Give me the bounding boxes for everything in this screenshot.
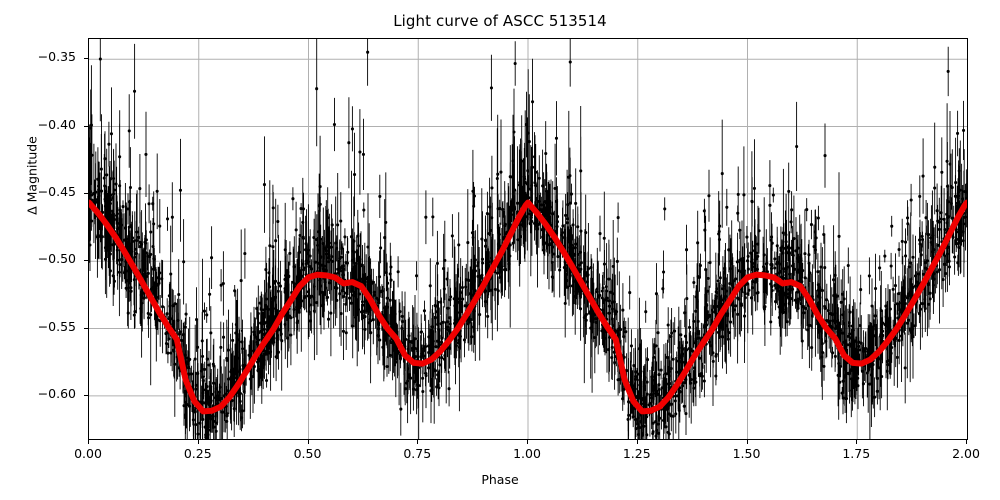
x-tick-label: 0.00 bbox=[74, 446, 102, 461]
x-tick-mark bbox=[746, 440, 748, 444]
x-tick-mark bbox=[856, 440, 858, 444]
x-tick-mark bbox=[636, 440, 638, 444]
y-tick-mark bbox=[84, 260, 88, 262]
y-tick-mark bbox=[84, 58, 88, 60]
y-tick-label: −0.45 bbox=[37, 183, 76, 199]
x-tick-label: 0.25 bbox=[183, 446, 212, 461]
x-tick-label: 1.00 bbox=[513, 446, 541, 461]
x-tick-mark bbox=[88, 440, 89, 444]
x-tick-label: 0.75 bbox=[403, 446, 432, 461]
y-tick-mark bbox=[84, 394, 88, 396]
x-tick-label: 0.50 bbox=[293, 446, 322, 461]
y-tick-label: −0.50 bbox=[37, 251, 76, 267]
y-tick-mark bbox=[84, 327, 88, 329]
smoothed-curve-layer bbox=[89, 199, 967, 415]
x-tick-label: 1.50 bbox=[732, 446, 761, 461]
x-tick-mark bbox=[527, 440, 528, 444]
x-tick-mark bbox=[307, 440, 309, 444]
x-tick-mark bbox=[197, 440, 199, 444]
smoothed-light-curve-line bbox=[89, 199, 967, 415]
y-tick-mark bbox=[84, 125, 88, 127]
x-axis-label: Phase bbox=[481, 472, 519, 487]
page-title: Light curve of ASCC 513514 bbox=[393, 12, 607, 30]
plot-area bbox=[88, 38, 968, 440]
y-tick-label: −0.35 bbox=[37, 49, 76, 65]
plot-canvas bbox=[89, 39, 967, 439]
y-tick-mark bbox=[84, 192, 88, 194]
y-tick-label: −0.60 bbox=[37, 385, 76, 401]
x-tick-label: 2.00 bbox=[952, 446, 980, 461]
x-tick-label: 1.25 bbox=[622, 446, 651, 461]
y-tick-label: −0.40 bbox=[37, 116, 76, 132]
y-tick-label: −0.55 bbox=[37, 318, 76, 334]
x-tick-mark bbox=[417, 440, 419, 444]
x-tick-mark bbox=[966, 440, 967, 444]
x-tick-label: 1.75 bbox=[842, 446, 871, 461]
